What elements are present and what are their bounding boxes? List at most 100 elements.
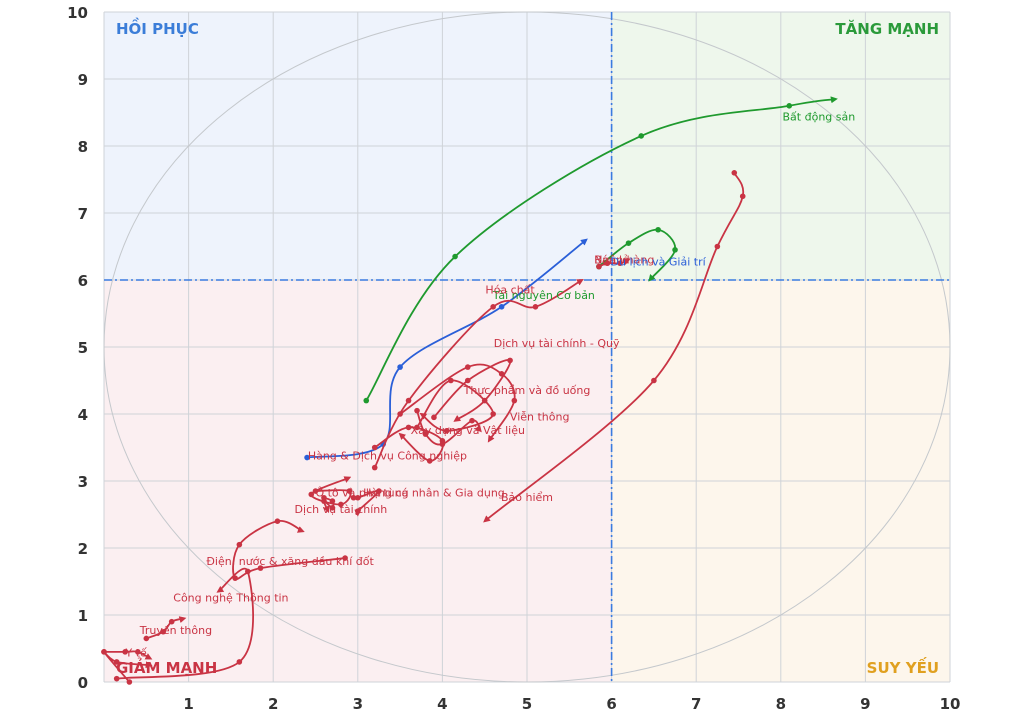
series-point (651, 377, 657, 384)
series-line (116, 567, 254, 680)
series-label: Ngân hàng (594, 253, 654, 266)
series-tails (101, 96, 838, 685)
series-point (371, 444, 378, 451)
x-tick-label: 6 (606, 695, 616, 713)
series-point (236, 541, 243, 548)
x-axis-ticks: 1 2 3 4 5 6 7 8 9 10 (183, 695, 960, 713)
series-label: Ô tô và phụ tùng (315, 486, 408, 499)
series-point (405, 397, 412, 404)
series-point (786, 103, 793, 109)
x-tick-label: 1 (183, 695, 193, 713)
series-point (655, 226, 661, 233)
series-point (426, 458, 433, 464)
x-tick-label: 2 (268, 695, 278, 713)
series-point (135, 649, 141, 655)
series-9 (308, 476, 353, 508)
series-label: Du lịch và Giải trí (611, 255, 707, 268)
series-point (257, 565, 264, 571)
series-point (431, 414, 437, 421)
series-label: Bán lẻ (594, 253, 629, 266)
series-point (439, 441, 446, 447)
series-18 (596, 258, 631, 270)
series-16 (101, 649, 153, 685)
guide-ellipse-shape (103, 11, 951, 683)
series-point (143, 635, 150, 642)
series-point (672, 247, 678, 253)
series-label: Bảo hiểm (501, 491, 553, 504)
series-point (342, 555, 348, 561)
series-12 (414, 407, 482, 447)
series-point (113, 675, 120, 682)
quadrant-label-bottom-right: SUY YẾU (867, 656, 939, 677)
series-line (145, 616, 187, 640)
series-label: Viễn thông (510, 411, 570, 424)
y-tick-label: 10 (67, 4, 88, 22)
series-labels: Bất động sản Tài nguyên Cơ bản Truyền thôn… (124, 111, 855, 660)
series-label: Y tế (124, 647, 147, 660)
series-point (469, 417, 475, 424)
series-line (102, 650, 153, 683)
series-7 (414, 377, 496, 434)
series-line (373, 278, 584, 469)
series-point (596, 263, 602, 270)
series-point (308, 491, 315, 498)
series-point (464, 377, 471, 384)
series-point (168, 618, 175, 625)
x-tick-label: 9 (860, 695, 870, 713)
series-label: Thực phẩm và đồ uống (463, 384, 591, 397)
series-point (511, 397, 518, 404)
series-point (245, 568, 251, 575)
series-point (638, 133, 645, 139)
series-point (532, 304, 539, 310)
y-tick-label: 2 (78, 540, 88, 558)
series-point (160, 628, 167, 635)
series-point (122, 649, 128, 655)
series-point (464, 364, 471, 370)
quadrant-label-top-left: HỒI PHỤC (116, 16, 199, 38)
series-point (443, 427, 450, 434)
series-point (498, 304, 505, 310)
series-point (321, 498, 327, 504)
y-tick-label: 3 (78, 473, 88, 491)
series-point (355, 494, 361, 501)
series-point (625, 240, 632, 246)
series-label: Hóa chất (485, 283, 535, 296)
series-point (376, 488, 382, 494)
series-point (452, 253, 458, 260)
series-point (350, 494, 357, 501)
series-line (598, 258, 631, 268)
series-point (507, 357, 513, 364)
series-line (103, 650, 153, 660)
series-4 (371, 278, 584, 471)
x-tick-label: 7 (691, 695, 701, 713)
series-point (363, 397, 370, 404)
series-14 (113, 567, 254, 682)
series-point (329, 505, 336, 511)
x-tick-label: 3 (353, 695, 363, 713)
series-point (101, 649, 107, 655)
series-point (397, 411, 403, 417)
series-point (236, 659, 243, 665)
series-point (405, 424, 412, 431)
series-label: Hàng cá nhân & Gia dụng (363, 486, 505, 499)
series-label: Bất động sản (783, 111, 856, 124)
x-tick-label: 5 (522, 695, 532, 713)
series-point (739, 193, 746, 200)
series-point (346, 488, 353, 494)
series-10 (350, 488, 382, 517)
series-5 (397, 363, 518, 443)
series-label: Công nghệ Thông tin (173, 592, 288, 605)
series-point (312, 488, 319, 494)
series-label: Tài nguyên Cơ bản (492, 289, 595, 302)
series-point (617, 260, 623, 267)
series-3 (483, 170, 746, 523)
series-point (604, 260, 611, 267)
series-point (371, 464, 378, 471)
series-point (329, 498, 336, 504)
series-17 (143, 616, 187, 642)
series-point (113, 659, 120, 665)
y-tick-label: 0 (78, 674, 88, 692)
series-label: Điện, nước & xăng dầu khí đốt (206, 555, 374, 568)
series-label: Truyền thông (139, 624, 212, 637)
